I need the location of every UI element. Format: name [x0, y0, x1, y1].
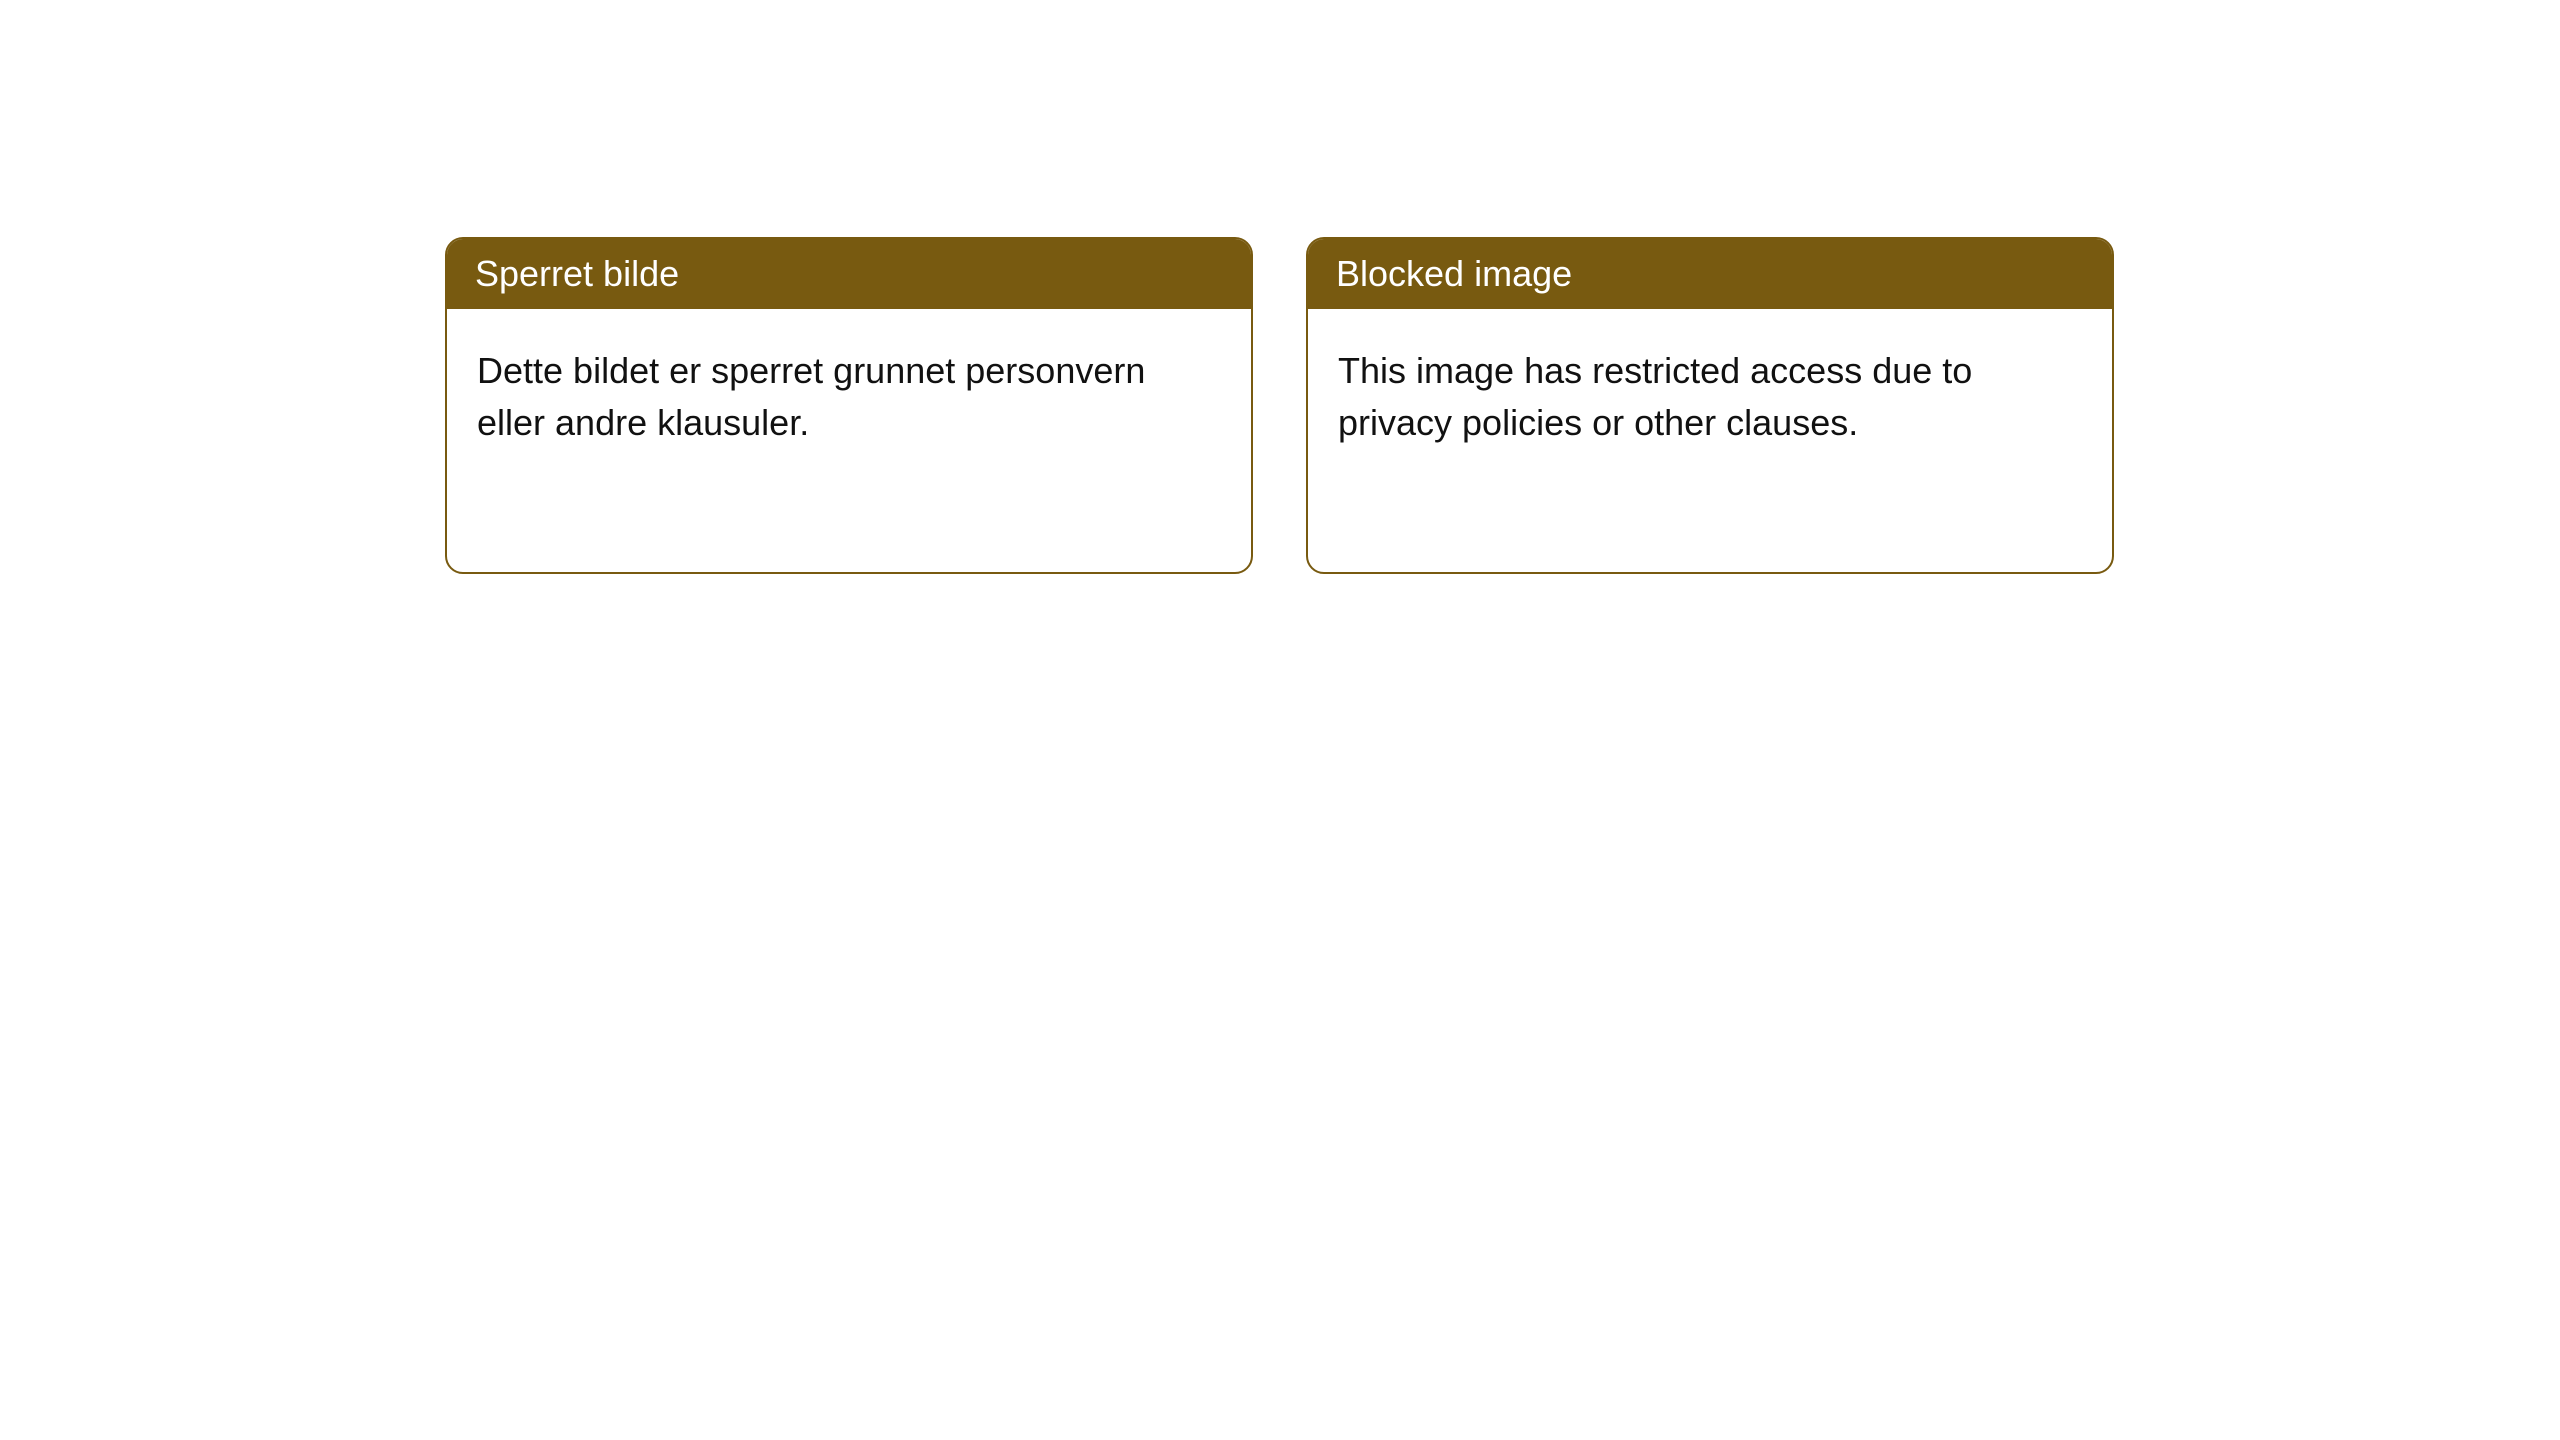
notice-body-no: Dette bildet er sperret grunnet personve… — [447, 309, 1251, 479]
notice-card-no: Sperret bilde Dette bildet er sperret gr… — [445, 237, 1253, 574]
notice-body-en: This image has restricted access due to … — [1308, 309, 2112, 479]
notice-card-en: Blocked image This image has restricted … — [1306, 237, 2114, 574]
notice-header-no: Sperret bilde — [447, 239, 1251, 309]
notice-header-en: Blocked image — [1308, 239, 2112, 309]
cards-container: Sperret bilde Dette bildet er sperret gr… — [445, 237, 2560, 574]
